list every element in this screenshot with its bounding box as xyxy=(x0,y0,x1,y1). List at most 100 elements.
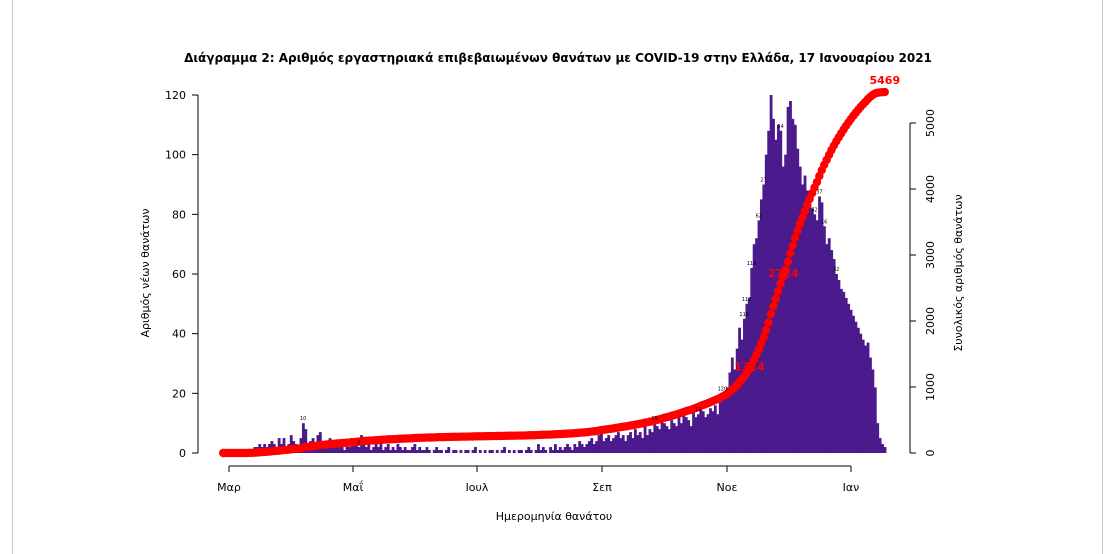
cumulative-point xyxy=(781,265,790,275)
x-tick-label: Ιουλ xyxy=(466,481,489,494)
bar-data-label: 10 xyxy=(300,416,306,422)
bar xyxy=(842,291,846,453)
bar xyxy=(818,196,821,453)
bar xyxy=(418,447,422,453)
y2-tick-label: 0 xyxy=(924,450,937,457)
x-tick-label: Μαΐ xyxy=(343,480,364,494)
bar xyxy=(815,220,819,453)
bar xyxy=(757,220,761,453)
bar xyxy=(343,450,346,453)
bar-data-label: 116 xyxy=(739,312,749,318)
cumulative-point xyxy=(757,339,766,348)
bar xyxy=(452,450,456,453)
bar xyxy=(631,438,635,453)
bar xyxy=(289,435,293,453)
bar xyxy=(270,441,274,453)
cumulative-point xyxy=(764,318,773,327)
bar xyxy=(830,250,834,453)
bar xyxy=(464,450,468,453)
bar xyxy=(488,450,492,453)
bar xyxy=(427,450,431,453)
bar xyxy=(617,432,620,453)
cumulative-point xyxy=(790,233,800,243)
bar xyxy=(844,297,848,453)
bar xyxy=(735,348,739,453)
bar xyxy=(379,441,383,453)
bar xyxy=(709,408,712,453)
bar xyxy=(541,447,545,453)
bar xyxy=(827,238,831,453)
bar xyxy=(614,435,618,453)
bar xyxy=(357,447,361,453)
bar xyxy=(796,148,800,453)
bar xyxy=(808,199,812,453)
bar xyxy=(772,118,775,454)
x-tick-label: Νοε xyxy=(717,481,738,494)
bar xyxy=(721,393,725,453)
bar-data-label: 120 xyxy=(718,386,728,392)
bar xyxy=(534,450,538,453)
y-tick-label: 40 xyxy=(172,328,186,341)
bar xyxy=(396,444,400,453)
bar xyxy=(784,154,788,454)
bar xyxy=(706,414,710,453)
bar xyxy=(762,184,766,453)
bar xyxy=(793,124,797,453)
bar xyxy=(600,429,603,453)
bar xyxy=(682,414,686,453)
bar xyxy=(435,447,439,453)
cumulative-point xyxy=(786,249,795,258)
bar xyxy=(566,444,569,453)
bar xyxy=(539,450,543,453)
bar xyxy=(529,450,533,453)
bar xyxy=(825,244,829,453)
bar xyxy=(670,420,674,453)
x-tick-label: Σεπ xyxy=(592,481,612,494)
bar xyxy=(338,447,342,453)
bar xyxy=(282,438,286,453)
bar xyxy=(730,357,734,453)
bar xyxy=(704,417,708,453)
bar xyxy=(352,444,356,453)
bar xyxy=(335,444,339,453)
bar xyxy=(684,417,688,453)
bar xyxy=(554,444,557,453)
bar xyxy=(663,423,666,453)
bar xyxy=(549,447,552,453)
bar xyxy=(590,438,594,453)
bar xyxy=(507,450,511,453)
bar-data-label: 52 xyxy=(811,207,817,213)
bar xyxy=(675,426,678,453)
left-border xyxy=(12,0,13,554)
bar xyxy=(398,447,402,453)
bar xyxy=(726,387,729,453)
bar xyxy=(561,450,565,453)
bar xyxy=(866,342,870,453)
bar xyxy=(503,447,506,453)
bar xyxy=(692,411,695,453)
bar xyxy=(551,450,555,453)
bar xyxy=(447,447,451,453)
bar-data-label: 37 xyxy=(816,189,822,195)
bar xyxy=(495,450,499,453)
bar xyxy=(791,118,795,454)
bar xyxy=(711,411,715,453)
y-tick-label: 120 xyxy=(165,89,186,102)
bar xyxy=(849,309,853,453)
bar xyxy=(348,447,351,453)
cumulative-point xyxy=(778,272,788,282)
bar xyxy=(369,450,373,453)
bar xyxy=(527,447,531,453)
bar xyxy=(871,369,875,453)
bar xyxy=(573,444,577,453)
bar xyxy=(621,435,625,453)
bar xyxy=(381,450,385,453)
bar xyxy=(595,441,599,453)
cumulative-point xyxy=(798,213,807,222)
cumulative-point xyxy=(783,257,793,266)
bar xyxy=(459,450,463,453)
bar-data-label: 110 xyxy=(747,261,757,267)
bar xyxy=(806,190,809,453)
bar xyxy=(568,447,572,453)
